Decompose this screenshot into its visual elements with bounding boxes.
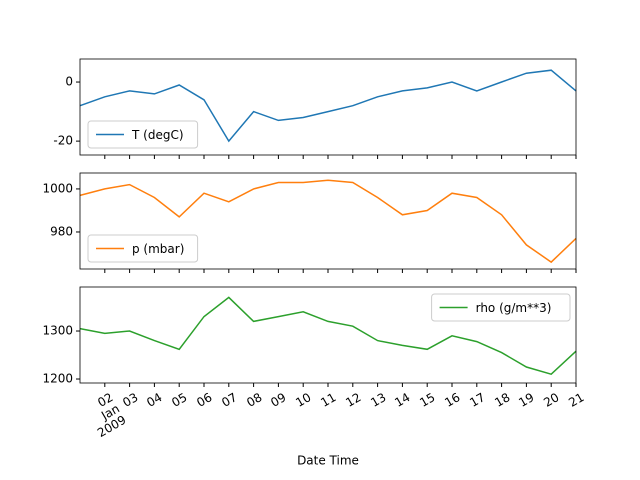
legend-label: p (mbar) — [132, 242, 184, 256]
line — [79, 179, 577, 264]
y-tick-label: -20 — [53, 134, 73, 148]
y-tick-label: 1300 — [42, 324, 73, 338]
line — [79, 296, 577, 376]
line — [79, 69, 577, 143]
y-tick-label: 1200 — [42, 372, 73, 386]
legend-box — [87, 234, 199, 263]
axes-frame — [79, 286, 577, 384]
legend-box — [431, 293, 571, 322]
y-tick-label: 1000 — [42, 181, 73, 195]
legend-box — [87, 120, 199, 149]
x-axis-label: Date Time — [297, 454, 359, 468]
y-tick-label: 0 — [65, 75, 73, 89]
y-tick-label: 980 — [50, 224, 73, 238]
axes-frame — [79, 172, 577, 270]
axes-frame — [79, 58, 577, 156]
legend-label: T (degC) — [131, 128, 184, 142]
legend-label: rho (g/m**3) — [476, 301, 552, 315]
